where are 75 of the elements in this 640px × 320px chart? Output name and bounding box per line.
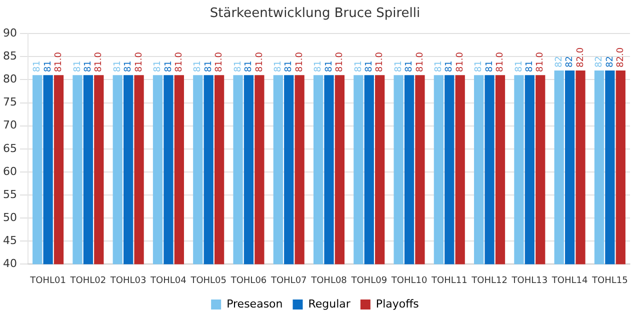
data-label: 82.0 — [576, 47, 586, 68]
x-tick-label: TOHL07 — [270, 276, 307, 286]
data-label: 81 — [434, 60, 444, 72]
data-label: 81 — [394, 60, 404, 72]
data-label: 81 — [164, 60, 174, 72]
data-label: 81.0 — [134, 52, 144, 72]
legend-label: Regular — [308, 297, 351, 310]
data-label: 81.0 — [536, 52, 546, 72]
legend-label: Preseason — [226, 297, 283, 310]
y-tick-label: 85 — [2, 50, 17, 63]
y-tick-label: 40 — [2, 257, 17, 270]
data-label: 81 — [484, 60, 495, 72]
data-label: 81.0 — [254, 52, 265, 72]
x-tick-label: TOHL09 — [350, 276, 388, 286]
x-tick-label: TOHL13 — [510, 276, 548, 286]
data-label: 81 — [32, 60, 43, 72]
x-tick-label: TOHL10 — [390, 276, 428, 286]
data-label: 81 — [324, 60, 334, 72]
data-label: 81.0 — [375, 52, 386, 72]
data-label: 81.0 — [294, 52, 305, 72]
data-label: 81 — [444, 60, 455, 72]
data-label: 81 — [284, 60, 294, 72]
data-label: 82 — [605, 56, 616, 68]
data-label: 81.0 — [455, 52, 466, 72]
data-label: 81 — [314, 60, 324, 72]
data-label: 82 — [554, 56, 564, 68]
y-tick-label: 90 — [2, 26, 17, 40]
y-tick-label: 65 — [2, 142, 17, 155]
x-tick-label: TOHL04 — [150, 276, 187, 286]
data-label: 81 — [244, 60, 254, 72]
y-tick-label: 60 — [2, 164, 17, 178]
data-label: 81 — [474, 60, 484, 72]
x-tick-label: TOHL01 — [29, 276, 66, 286]
x-tick-label: TOHL03 — [109, 276, 146, 286]
x-tick-label: TOHL14 — [550, 276, 588, 286]
chart-title: Stärkeentwicklung Bruce Spirelli — [210, 6, 420, 22]
y-tick-label: 80 — [2, 72, 17, 86]
x-tick-label: TOHL02 — [69, 276, 106, 286]
data-label: 81 — [233, 60, 244, 72]
data-label: 81 — [124, 60, 134, 72]
data-label: 81 — [354, 60, 364, 72]
data-label: 82.0 — [616, 47, 626, 68]
y-tick-label: 50 — [2, 210, 17, 224]
data-label: 81.0 — [214, 52, 225, 72]
data-label: 81 — [364, 60, 374, 72]
x-tick-label: TOHL15 — [591, 276, 628, 286]
data-label: 81.0 — [94, 52, 104, 72]
x-tick-label: TOHL05 — [190, 276, 227, 286]
y-tick-label: 75 — [2, 96, 17, 109]
data-label: 81 — [525, 60, 536, 72]
data-label: 81.0 — [415, 52, 426, 72]
data-label: 81 — [153, 60, 164, 72]
data-label: 81 — [193, 60, 204, 72]
data-label: 81 — [204, 60, 214, 72]
data-label: 81.0 — [54, 52, 64, 72]
y-tick-label: 45 — [2, 234, 17, 247]
data-label: 82 — [594, 56, 605, 68]
data-label: 81.0 — [496, 52, 506, 72]
data-label: 81 — [514, 60, 524, 72]
data-label: 81 — [404, 60, 415, 72]
data-label: 81 — [274, 60, 284, 72]
legend-label: Playoffs — [376, 297, 420, 310]
x-tick-label: TOHL12 — [470, 276, 508, 286]
data-label: 81 — [72, 60, 83, 72]
data-label: 81 — [43, 60, 54, 72]
data-label: 81 — [84, 60, 94, 72]
data-label: 81.0 — [335, 52, 346, 72]
x-tick-label: TOHL08 — [310, 276, 348, 286]
y-tick-label: 55 — [2, 188, 17, 201]
data-label: 82 — [565, 56, 576, 68]
x-tick-label: TOHL06 — [230, 276, 267, 286]
x-tick-label: TOHL11 — [430, 276, 468, 286]
data-label: 81.0 — [174, 52, 185, 72]
data-label: 81 — [112, 60, 123, 72]
y-tick-label: 70 — [2, 118, 17, 132]
